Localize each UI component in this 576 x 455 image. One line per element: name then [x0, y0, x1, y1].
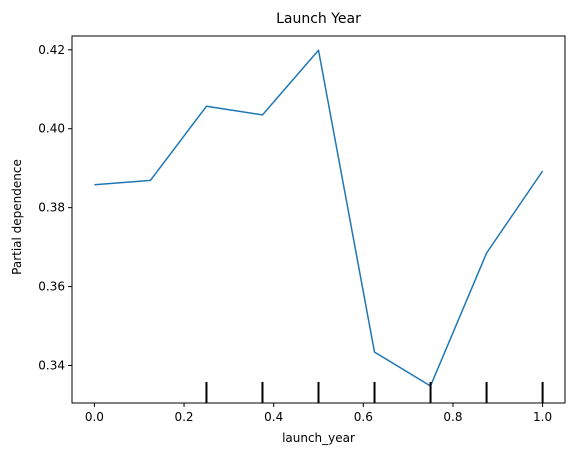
axes-frame	[71, 35, 566, 404]
x-tick-label-5: 1.0	[533, 410, 552, 424]
x-tick-label-2: 0.4	[264, 410, 283, 424]
y-axis-label: Partial dependence	[10, 159, 24, 275]
plot-area: 0.0 0.2 0.4 0.6 0.8 1.0 0.34 0.36 0.38 0.40 0.42	[38, 35, 566, 424]
series-line-0	[94, 49, 544, 387]
x-tick-label-4: 0.8	[443, 410, 462, 424]
x-tick-label-3: 0.6	[354, 410, 373, 424]
x-tick-label-0: 0.0	[85, 410, 104, 424]
y-tick-label-1: 0.36	[38, 280, 65, 294]
x-tick-label-1: 0.2	[174, 410, 193, 424]
y-tick-label-3: 0.40	[38, 122, 65, 136]
y-tick-label-4: 0.42	[38, 43, 65, 57]
chart-title: Launch Year	[276, 11, 361, 27]
y-tick-label-2: 0.38	[38, 201, 65, 215]
y-tick-label-0: 0.34	[38, 359, 65, 373]
x-axis-label: launch_year	[282, 431, 355, 445]
